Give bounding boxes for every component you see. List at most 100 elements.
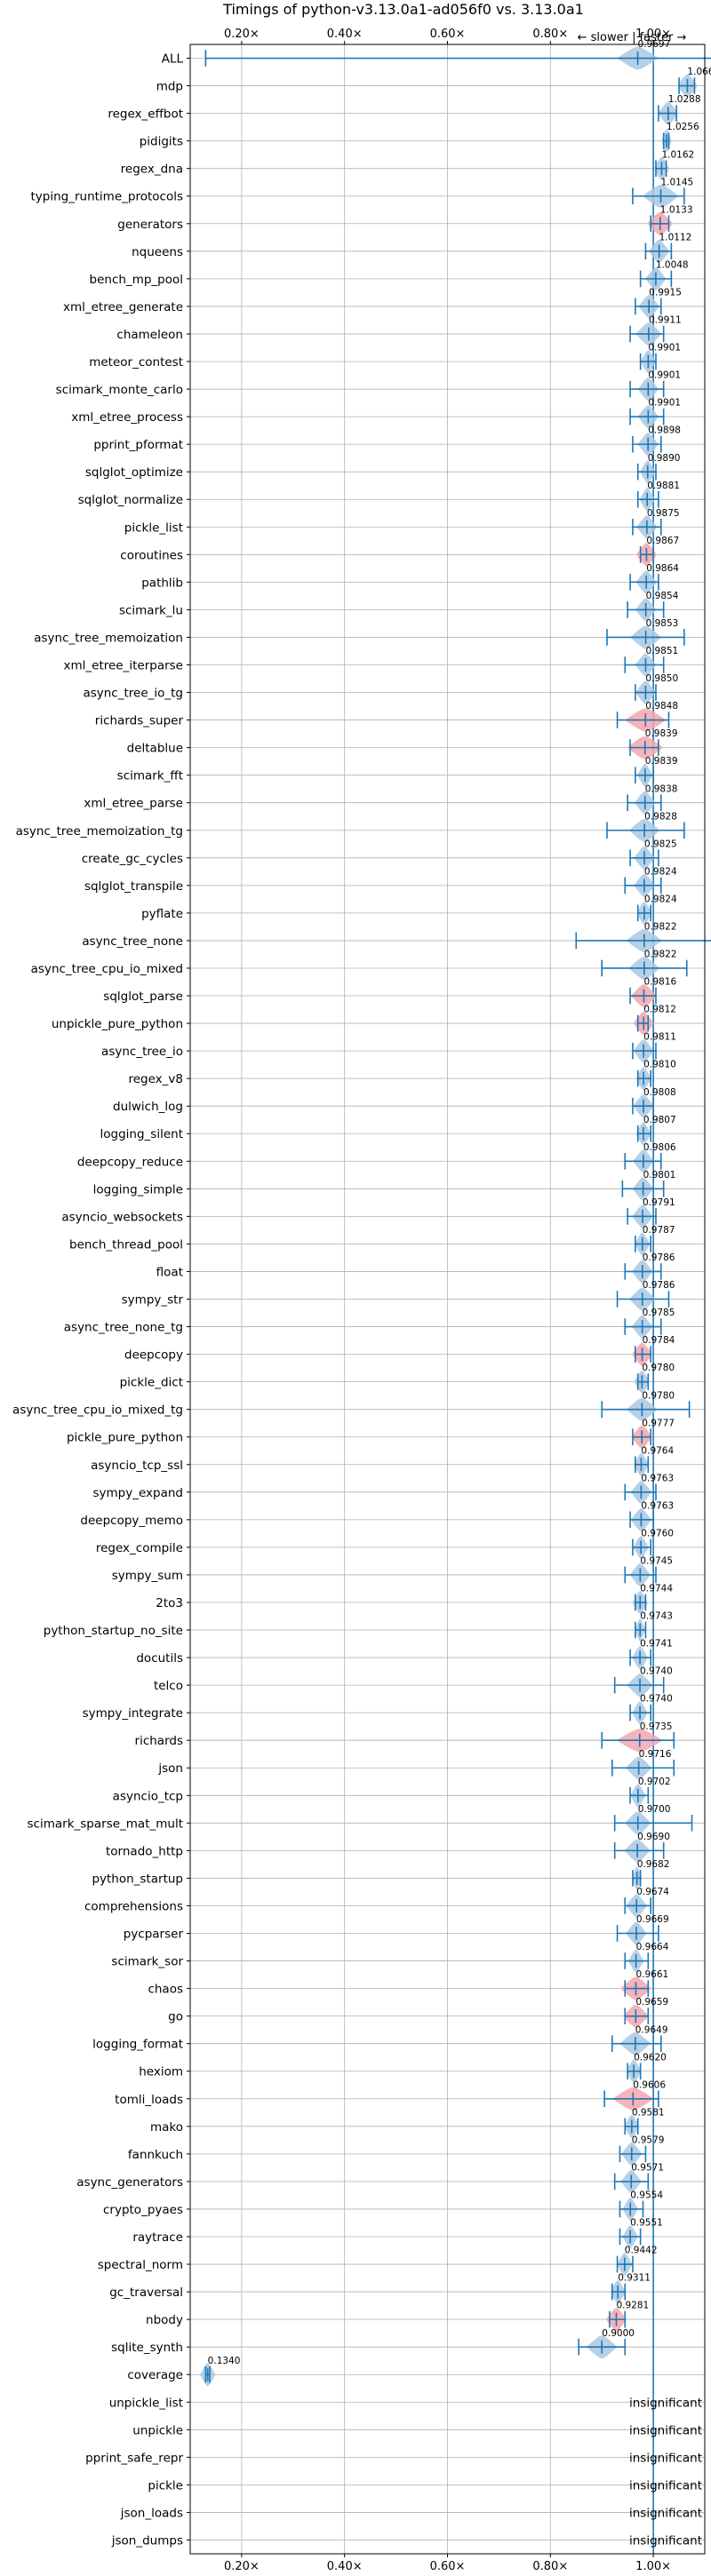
value-label: 0.9853 — [646, 618, 679, 629]
axes-layer: 0.20× 0.20× 0.40× 0.40× 0.60× 0.60× 0.80× 0.80×… — [12, 28, 706, 2573]
value-label: 0.9669 — [636, 1914, 669, 1925]
value-label: 0.9838 — [645, 783, 678, 794]
benchmark-label: async_tree_memoization — [34, 631, 183, 645]
value-label: 1.0133 — [660, 204, 693, 215]
value-label: 0.9824 — [644, 866, 677, 877]
benchmark-label: bench_thread_pool — [69, 1237, 183, 1252]
benchmark-label: mako — [150, 2120, 183, 2135]
benchmark-label: richards_super — [95, 714, 184, 728]
benchmark-label: pycparser — [124, 1928, 184, 1942]
benchmark-label: logging_simple — [93, 1182, 183, 1197]
benchmark-label: coverage — [127, 2368, 183, 2382]
value-label: 0.9579 — [632, 2135, 665, 2145]
benchmark-label: deepcopy_memo — [80, 1514, 183, 1528]
benchmark-label: sqlglot_transpile — [84, 879, 183, 894]
benchmark-label: scimark_sparse_mat_mult — [28, 1817, 183, 1831]
benchmark-label: pyflate — [141, 907, 183, 921]
benchmark-label: ALL — [162, 52, 184, 67]
value-label: 1.0662 — [687, 67, 711, 77]
benchmark-label: sqlglot_parse — [103, 990, 183, 1004]
benchmark-label: logging_format — [92, 2038, 183, 2052]
benchmark-label: generators — [117, 218, 183, 232]
x-tick-label-bottom: 0.20× — [224, 2560, 260, 2573]
benchmark-label: gc_traversal — [109, 2286, 183, 2300]
benchmark-label: python_startup_no_site — [44, 1624, 183, 1638]
benchmark-label: fannkuch — [128, 2148, 183, 2162]
value-label: 0.9867 — [646, 536, 679, 546]
benchmark-label: xml_etree_iterparse — [64, 658, 184, 672]
value-label: 0.9682 — [637, 1859, 670, 1870]
value-label: 0.9780 — [642, 1390, 675, 1401]
benchmark-label: async_generators — [76, 2175, 183, 2190]
benchmark-label: async_tree_none — [82, 934, 183, 949]
benchmark-label: async_tree_io_tg — [83, 687, 183, 701]
benchmark-label: asyncio_tcp_ssl — [91, 1459, 183, 1473]
value-label: 0.9791 — [643, 1197, 675, 1208]
value-label: 0.9816 — [643, 977, 676, 988]
insignificant-label: insignificant — [629, 2396, 702, 2410]
benchmark-label: python_startup — [92, 1872, 183, 1886]
value-label: 0.9763 — [641, 1473, 674, 1483]
benchmark-label: comprehensions — [84, 1899, 183, 1913]
value-label: 0.9735 — [640, 1721, 673, 1732]
benchmark-label: sqlglot_normalize — [78, 493, 183, 507]
benchmark-label: asyncio_tcp — [113, 1789, 183, 1803]
labels-layer: 0.96971.06621.02881.02561.01621.01451.01… — [208, 39, 711, 2548]
value-label: 0.1340 — [208, 2356, 241, 2366]
benchmark-label: pickle — [148, 2478, 183, 2493]
x-tick-label-top: 0.60× — [430, 28, 466, 41]
value-label: 0.9554 — [630, 2190, 663, 2201]
benchmark-label: asyncio_websockets — [61, 1210, 183, 1224]
benchmark-label: bench_mp_pool — [90, 273, 183, 287]
value-label: 0.9606 — [633, 2079, 666, 2090]
benchmark-label: spectral_norm — [98, 2258, 183, 2272]
value-label: 0.9811 — [643, 1032, 676, 1043]
x-tick-label-top: 1.00× — [635, 28, 671, 41]
benchmark-label: sympy_sum — [112, 1569, 183, 1583]
benchmark-label: deepcopy — [124, 1348, 183, 1363]
value-label: 0.9901 — [648, 398, 681, 409]
benchmark-label: xml_etree_process — [71, 410, 183, 425]
marks-layer — [200, 44, 711, 2554]
x-tick-label-bottom: 0.40× — [327, 2560, 363, 2573]
insignificant-label: insignificant — [629, 2506, 702, 2520]
value-label: 0.9822 — [644, 950, 677, 960]
value-label: 0.9881 — [647, 481, 680, 491]
value-label: 0.9702 — [638, 1777, 671, 1787]
value-label: 0.9828 — [644, 811, 677, 822]
value-label: 0.9744 — [640, 1584, 673, 1594]
benchmark-label: regex_dna — [121, 163, 183, 177]
insignificant-label: insignificant — [629, 2533, 702, 2548]
benchmark-label: json_loads — [120, 2506, 183, 2520]
x-tick-label-top: 0.80× — [532, 28, 568, 41]
benchmark-label: scimark_monte_carlo — [56, 383, 183, 397]
benchmark-label: regex_effbot — [108, 107, 183, 122]
value-label: 0.9822 — [644, 922, 677, 933]
value-label: 0.9901 — [648, 370, 681, 381]
insignificant-label: insignificant — [629, 2451, 702, 2465]
x-tick-label-top: 0.40× — [327, 28, 363, 41]
value-label: 0.9786 — [643, 1280, 675, 1291]
benchmark-label: async_tree_cpu_io_mixed — [31, 962, 183, 976]
benchmark-label: scimark_lu — [119, 603, 183, 617]
value-label: 0.9740 — [640, 1694, 673, 1705]
value-label: 0.9740 — [640, 1666, 673, 1677]
value-label: 0.9839 — [645, 728, 678, 739]
benchmark-label: pickle_pure_python — [67, 1431, 183, 1445]
value-label: 0.9851 — [645, 646, 678, 656]
benchmark-label: telco — [154, 1679, 183, 1693]
value-label: 0.9664 — [636, 1942, 669, 1952]
benchmark-label: regex_v8 — [128, 1072, 183, 1086]
value-label: 0.9786 — [643, 1252, 675, 1263]
value-label: 0.9661 — [635, 1969, 668, 1980]
benchmark-label: sympy_integrate — [83, 1706, 183, 1721]
benchmark-label: richards — [135, 1734, 183, 1748]
benchmark-label: sympy_str — [122, 1293, 184, 1308]
value-label: 0.9674 — [636, 1887, 669, 1897]
value-label: 0.9620 — [634, 2052, 667, 2063]
benchmark-label: pathlib — [141, 576, 183, 590]
value-label: 0.9000 — [602, 2328, 635, 2339]
benchmark-label: tomli_loads — [115, 2093, 183, 2107]
value-label: 0.9875 — [647, 508, 680, 519]
value-label: 0.9659 — [635, 1997, 668, 2008]
